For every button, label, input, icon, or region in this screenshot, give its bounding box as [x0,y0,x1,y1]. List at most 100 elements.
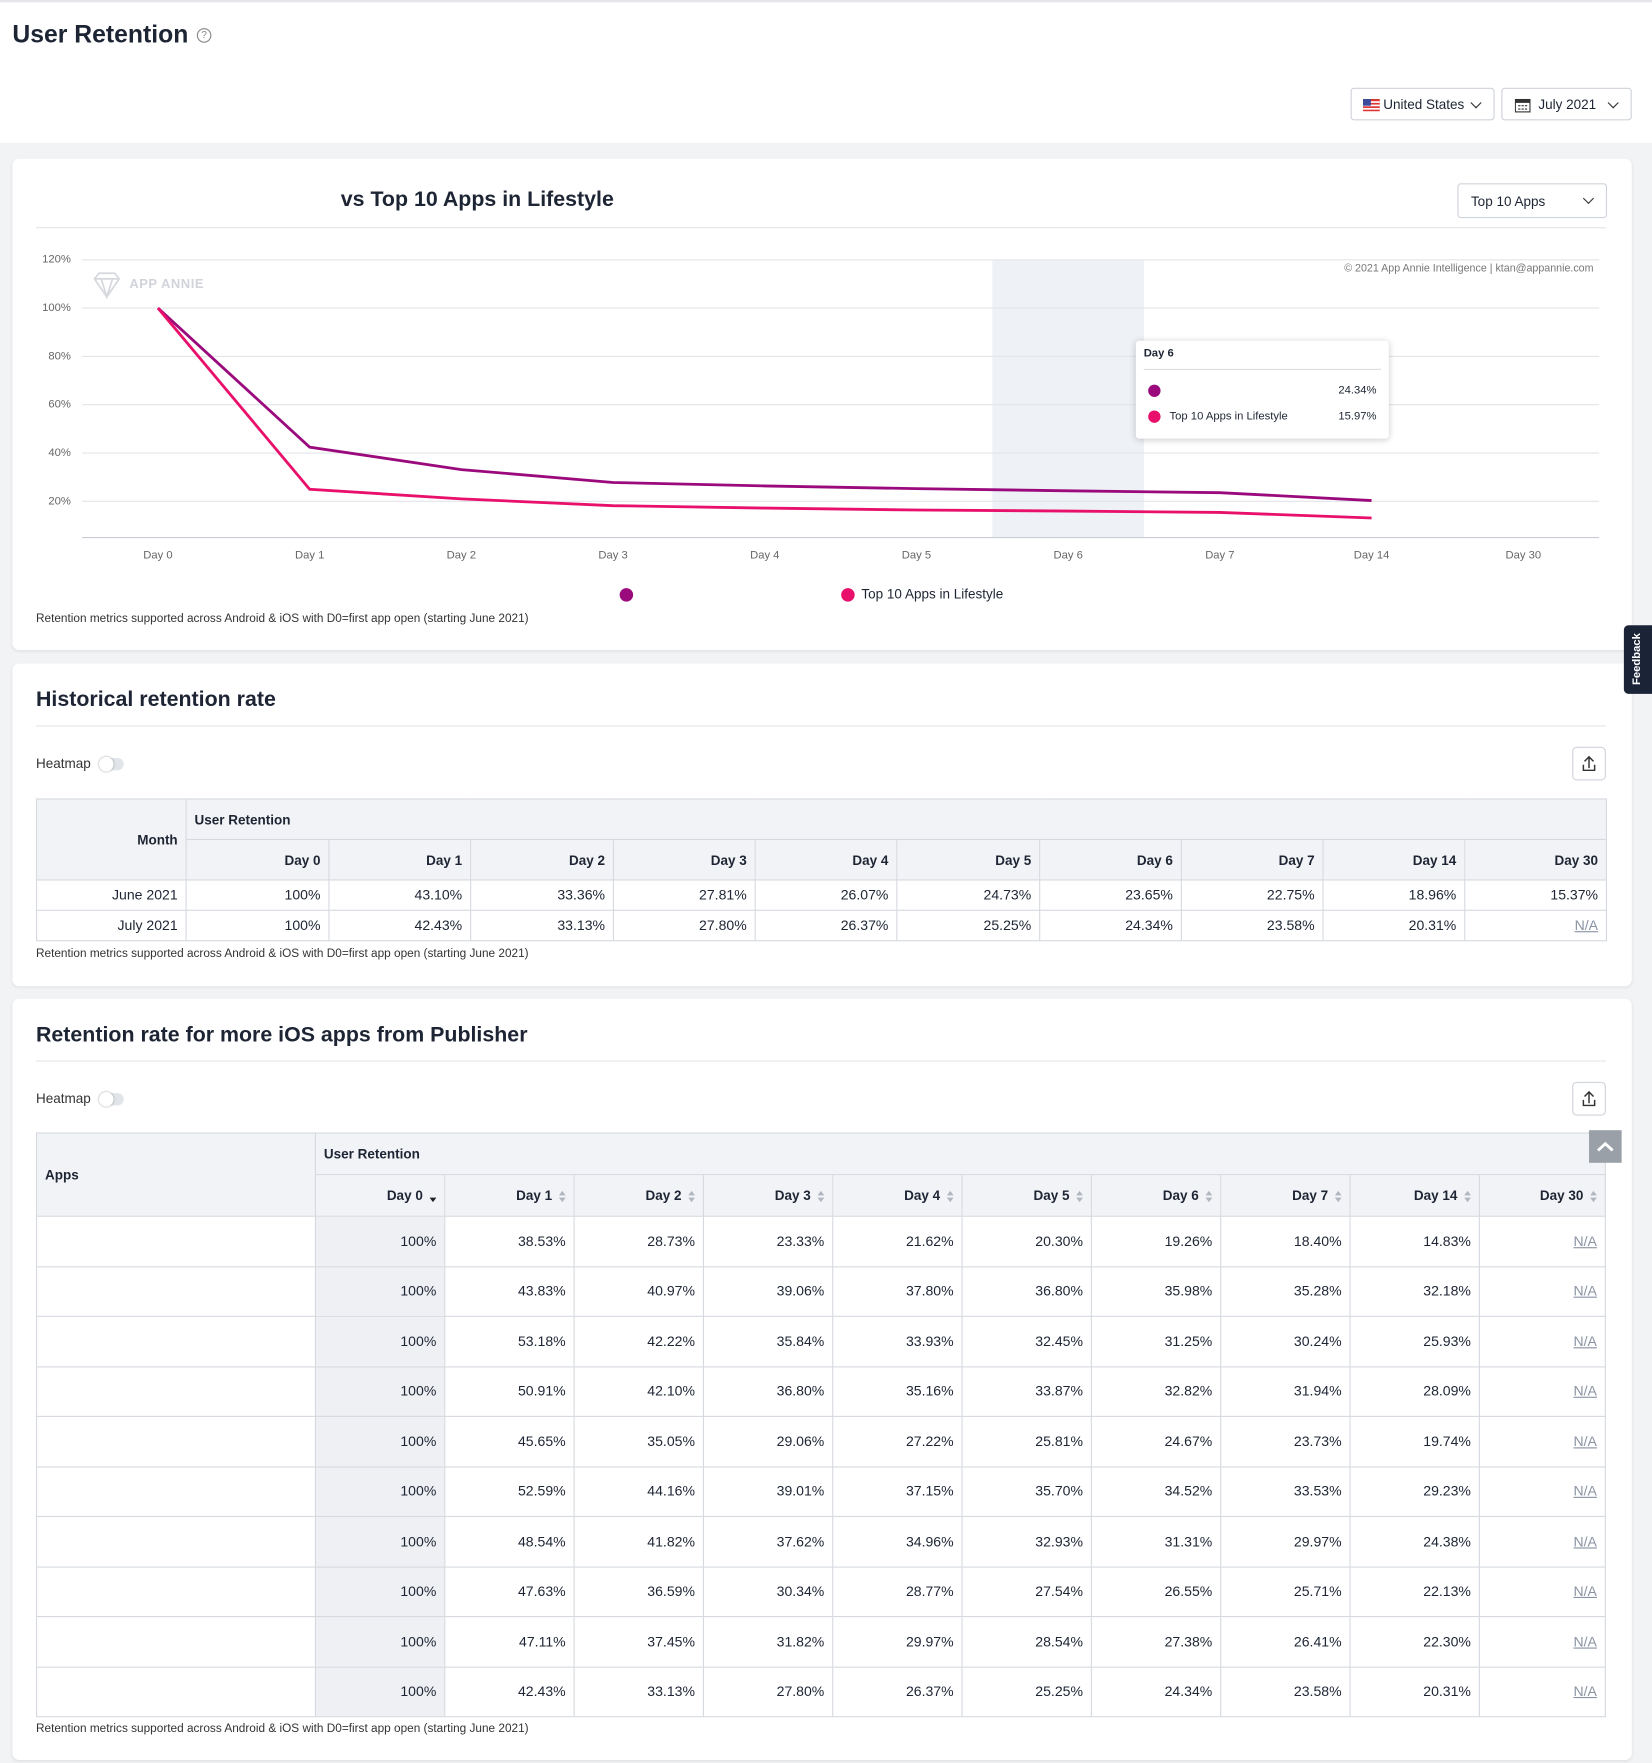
table-cell: 32.45% [961,1315,1092,1367]
line-chart: APP ANNIE © 2021 App Annie Intelligence … [42,254,1600,562]
table-cell: 23.33% [702,1215,834,1267]
table-cell[interactable]: N/A [1478,1365,1606,1417]
table-cell[interactable]: N/A [1478,1315,1606,1367]
table-cell: 42.10% [573,1365,704,1417]
header-row: Day 0 Day 1 Day 2 Day 3 Day 4 Day 5 Day 6 Day 7… [37,838,1608,881]
table-cell: 28.77% [832,1565,963,1618]
table-cell[interactable]: N/A [1478,1265,1606,1317]
table-cell: 43.10% [328,879,472,911]
feedback-label: Feedback [1631,633,1644,685]
table-note: Retention metrics supported across Andro… [35,1721,529,1736]
sort-icon[interactable] [558,1190,566,1202]
x-tick-label: Day 2 [447,550,476,562]
header-cell[interactable]: Day 7 [1220,1174,1351,1217]
table-cell: 35.98% [1090,1265,1222,1317]
table-cell: 100% [185,909,330,942]
column-label: Day 5 [1033,1187,1070,1204]
header-cell[interactable]: Day 14 [1349,1174,1480,1217]
column-label: Day 1 [426,851,463,868]
table-cell: 47.63% [444,1565,575,1618]
table-cell: 32.93% [961,1515,1092,1568]
tooltip-title: Day 6 [1143,347,1174,360]
sort-icon[interactable] [1334,1190,1342,1202]
series-line [156,307,1372,520]
sort-icon[interactable] [946,1190,954,1202]
sort-icon[interactable] [1589,1190,1597,1202]
header-cell: Day 7 [1180,838,1324,881]
table-cell[interactable]: N/A [1478,1565,1606,1618]
table-cell: 34.52% [1090,1465,1222,1518]
header-cell: Day 0 [185,838,330,881]
table-cell: 22.13% [1349,1565,1480,1618]
header-cell[interactable]: Day 3 [702,1174,834,1217]
header-cell[interactable]: Day 5 [961,1174,1092,1217]
table-cell: 100% [314,1666,446,1718]
heatmap-toggle[interactable] [98,1091,124,1107]
header-cell[interactable]: Day 30 [1478,1174,1606,1217]
table-cell: 23.65% [1039,879,1182,911]
table-cell: 28.73% [573,1215,704,1267]
export-button[interactable] [1572,746,1606,781]
table-cell: 35.05% [573,1415,704,1467]
header-cell[interactable]: Day 6 [1090,1174,1222,1217]
table-cell[interactable]: N/A [1478,1465,1606,1518]
table-cell: 36.59% [573,1565,704,1618]
table-row: 100% 38.53% 28.73% 23.33% 21.62% 20.30% 19.26%… [35,1215,1606,1267]
table-cell: July 2021 [35,909,187,942]
header-cell[interactable]: Day 4 [832,1174,963,1217]
heatmap-toggle[interactable] [98,756,124,772]
table-cell: 42.43% [328,909,472,942]
table-cell: 35.84% [702,1315,834,1367]
feedback-tab[interactable]: Feedback [1623,625,1652,694]
export-button[interactable] [1572,1081,1606,1116]
section-title: Retention rate for more iOS apps from Pu… [35,1023,528,1047]
table-cell: 25.93% [1349,1315,1480,1367]
table-cell: 27.54% [961,1565,1092,1618]
help-icon[interactable]: ? [196,28,212,43]
table-cell[interactable]: N/A [1478,1515,1606,1568]
sort-icon[interactable] [1204,1190,1213,1202]
table-cell: 100% [314,1515,446,1568]
sort-icon[interactable] [687,1190,695,1202]
country-dropdown[interactable]: United States [1350,87,1495,121]
sort-icon[interactable] [428,1191,437,1202]
table-cell[interactable]: N/A [1464,909,1608,942]
table-cell: 36.80% [961,1265,1092,1317]
header-cell[interactable]: Day 2 [573,1174,704,1217]
table-cell: 40.97% [573,1265,704,1317]
header-cell[interactable]: Day 1 [444,1174,575,1217]
y-tick-label: 20% [48,495,71,507]
sort-icon[interactable] [816,1190,825,1202]
header-cell[interactable]: Day 0 [314,1174,446,1217]
table-cell: June 2021 [35,879,187,911]
table-cell: 45.65% [444,1415,575,1467]
table-cell[interactable]: N/A [1478,1666,1606,1718]
table-row: 100% 43.83% 40.97% 39.06% 37.80% 36.80% 35.98%… [35,1265,1606,1317]
table-cell: 26.37% [754,909,898,942]
table-cell: 25.71% [1220,1565,1351,1618]
sort-icon[interactable] [1463,1190,1471,1202]
table-cell: 27.81% [612,879,756,911]
header-row: Month User Retention [35,798,1608,881]
app-cell [35,1465,317,1518]
table-cell: 39.01% [702,1465,834,1518]
table-cell: 31.31% [1090,1515,1222,1568]
column-label: Day 0 [284,851,321,868]
table-cell: 33.36% [470,879,615,911]
table-cell[interactable]: N/A [1478,1616,1606,1668]
scroll-top-button[interactable] [1589,1130,1622,1163]
table-cell: 15.37% [1464,879,1608,911]
header-cell: Day 5 [896,838,1041,881]
compare-dropdown[interactable]: Top 10 Apps [1457,183,1608,219]
table-cell: 19.74% [1349,1415,1480,1467]
table-cell: 39.06% [702,1265,834,1317]
table-cell: 18.40% [1220,1215,1351,1267]
table-cell[interactable]: N/A [1478,1215,1606,1267]
table-cell[interactable]: N/A [1478,1415,1606,1467]
separator [35,227,1606,229]
column-label: Day 7 [1292,1187,1329,1204]
sort-icon[interactable] [1075,1190,1083,1202]
table-row: 100% 52.59% 44.16% 39.01% 37.15% 35.70% 34.52%… [35,1465,1606,1518]
month-dropdown[interactable]: July 2021 [1501,87,1632,121]
